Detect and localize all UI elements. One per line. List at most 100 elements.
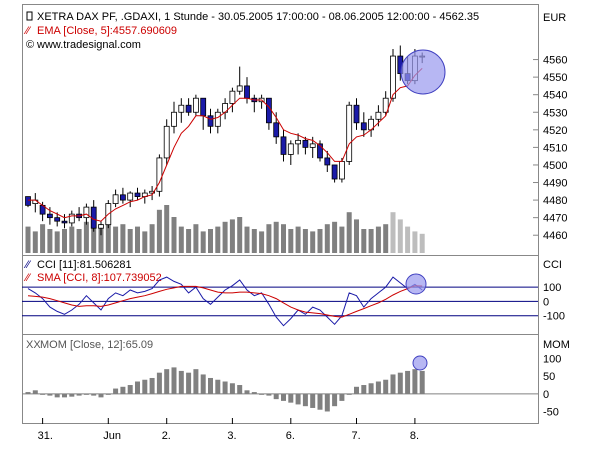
volume-bar xyxy=(113,226,119,253)
mom-legend: MOM [Close, 12]:65.09 xyxy=(40,339,153,351)
mom-bars xyxy=(22,367,538,412)
mom-bar xyxy=(405,370,411,394)
cci-panel-label: CCI xyxy=(543,259,562,271)
mom-bar xyxy=(142,379,148,394)
volume-bar xyxy=(361,229,367,253)
candle xyxy=(90,200,97,232)
candle xyxy=(54,212,61,227)
candle-body xyxy=(47,213,53,219)
volume-bar xyxy=(91,226,97,253)
candle-body xyxy=(171,111,177,127)
candle-body xyxy=(134,192,141,197)
mom-bar xyxy=(251,392,257,394)
mom-bar xyxy=(324,393,330,412)
candle-body xyxy=(127,192,134,201)
mom-panel-label: MOM xyxy=(543,339,570,351)
mom-bar xyxy=(361,385,367,394)
mom-tick-label: -50 xyxy=(543,406,559,418)
candle xyxy=(280,129,287,162)
ema-line xyxy=(28,67,423,222)
candle-body xyxy=(375,111,382,120)
price-tick-label: 4560 xyxy=(543,55,567,67)
candle xyxy=(112,189,119,208)
price-axis: 4460 4470 4480 4490 4500 4510 4520 4530 4540 4550… xyxy=(543,55,567,243)
candle-body xyxy=(273,122,280,138)
volume-bar xyxy=(295,226,301,253)
candle xyxy=(61,214,68,229)
candle xyxy=(302,136,309,155)
volume-bar xyxy=(332,221,338,253)
candle-body xyxy=(287,143,294,155)
mom-bar xyxy=(346,393,352,395)
volume-bar xyxy=(390,212,396,253)
mom-bar xyxy=(156,372,162,394)
volume-bar xyxy=(244,226,250,253)
candle-body xyxy=(331,164,338,180)
volume-bar xyxy=(193,224,199,253)
candle xyxy=(185,98,192,116)
candle-body xyxy=(68,213,75,224)
price-highlight-circle xyxy=(400,49,446,95)
price-tick-label: 4470 xyxy=(543,213,567,225)
volume-bar xyxy=(40,224,46,253)
mom-bar xyxy=(171,367,177,394)
volume-bar xyxy=(397,219,403,253)
mom-axis: 100 50 0 -50 xyxy=(543,354,561,419)
volume-bar xyxy=(69,226,75,253)
mom-bar xyxy=(273,393,279,400)
price-legend: XETRA DAX PF, .GDAXI, 1 Stunde - 30.05.2… xyxy=(23,11,479,51)
candle xyxy=(127,191,134,208)
candle xyxy=(222,98,229,120)
cci-sma-line xyxy=(27,285,423,318)
candle xyxy=(200,97,207,130)
plot-frame xyxy=(22,4,539,424)
volume-bar xyxy=(324,224,330,253)
candle-body xyxy=(83,206,90,219)
cci-legend: ⁄⁄ CCI [11]:81.506281 ⁄⁄ SMA [CCI, 8]:10… xyxy=(23,259,162,284)
volume-bar xyxy=(98,224,104,253)
mom-bar xyxy=(302,393,308,407)
mom-bar xyxy=(339,393,345,401)
price-tick-label: 4510 xyxy=(543,142,567,154)
price-grid xyxy=(533,59,538,236)
cci-axis: 100 0 -100 xyxy=(543,282,565,323)
price-tick-label: 4530 xyxy=(543,107,567,119)
candle-legend-icon xyxy=(26,11,33,21)
mom-legend-icon: XX xyxy=(26,339,41,351)
mom-bar xyxy=(193,369,199,394)
candle-body xyxy=(302,139,309,148)
mom-tick-label: 0 xyxy=(543,389,549,401)
cci-highlight-circle xyxy=(405,273,427,295)
candle-body xyxy=(338,161,345,180)
candle-body xyxy=(229,90,236,104)
mom-tick-label: 50 xyxy=(543,371,555,383)
candle-body xyxy=(54,217,61,222)
volume-bar xyxy=(273,221,279,253)
mom-bar xyxy=(354,386,359,394)
volume-bars xyxy=(25,205,425,253)
volume-bar xyxy=(127,229,133,253)
price-tick-label: 4540 xyxy=(543,90,567,102)
volume-bar xyxy=(237,217,243,253)
candle xyxy=(368,115,375,137)
mom-legend: XX MOM [Close, 12]:65.09 xyxy=(26,339,153,351)
mom-bar xyxy=(317,393,323,410)
time-tick-label: 3. xyxy=(227,430,236,442)
candle-body xyxy=(390,55,396,99)
mom-bar xyxy=(332,393,338,407)
volume-bar xyxy=(149,224,155,253)
volume-bar xyxy=(317,229,323,253)
candle xyxy=(244,77,250,104)
mom-bar xyxy=(310,393,316,408)
mom-bar xyxy=(266,393,272,396)
cci-legend-icon: ⁄⁄ xyxy=(23,259,32,271)
cci-tick-label: 100 xyxy=(543,282,561,294)
candle xyxy=(295,133,302,155)
sma-legend-icon: ⁄⁄ xyxy=(23,272,32,284)
mom-bar xyxy=(295,393,301,405)
mom-bar xyxy=(47,393,53,396)
candle xyxy=(32,193,39,213)
mom-bar xyxy=(222,381,228,394)
copyright-icon: © xyxy=(26,39,34,51)
volume-bar xyxy=(266,224,272,253)
